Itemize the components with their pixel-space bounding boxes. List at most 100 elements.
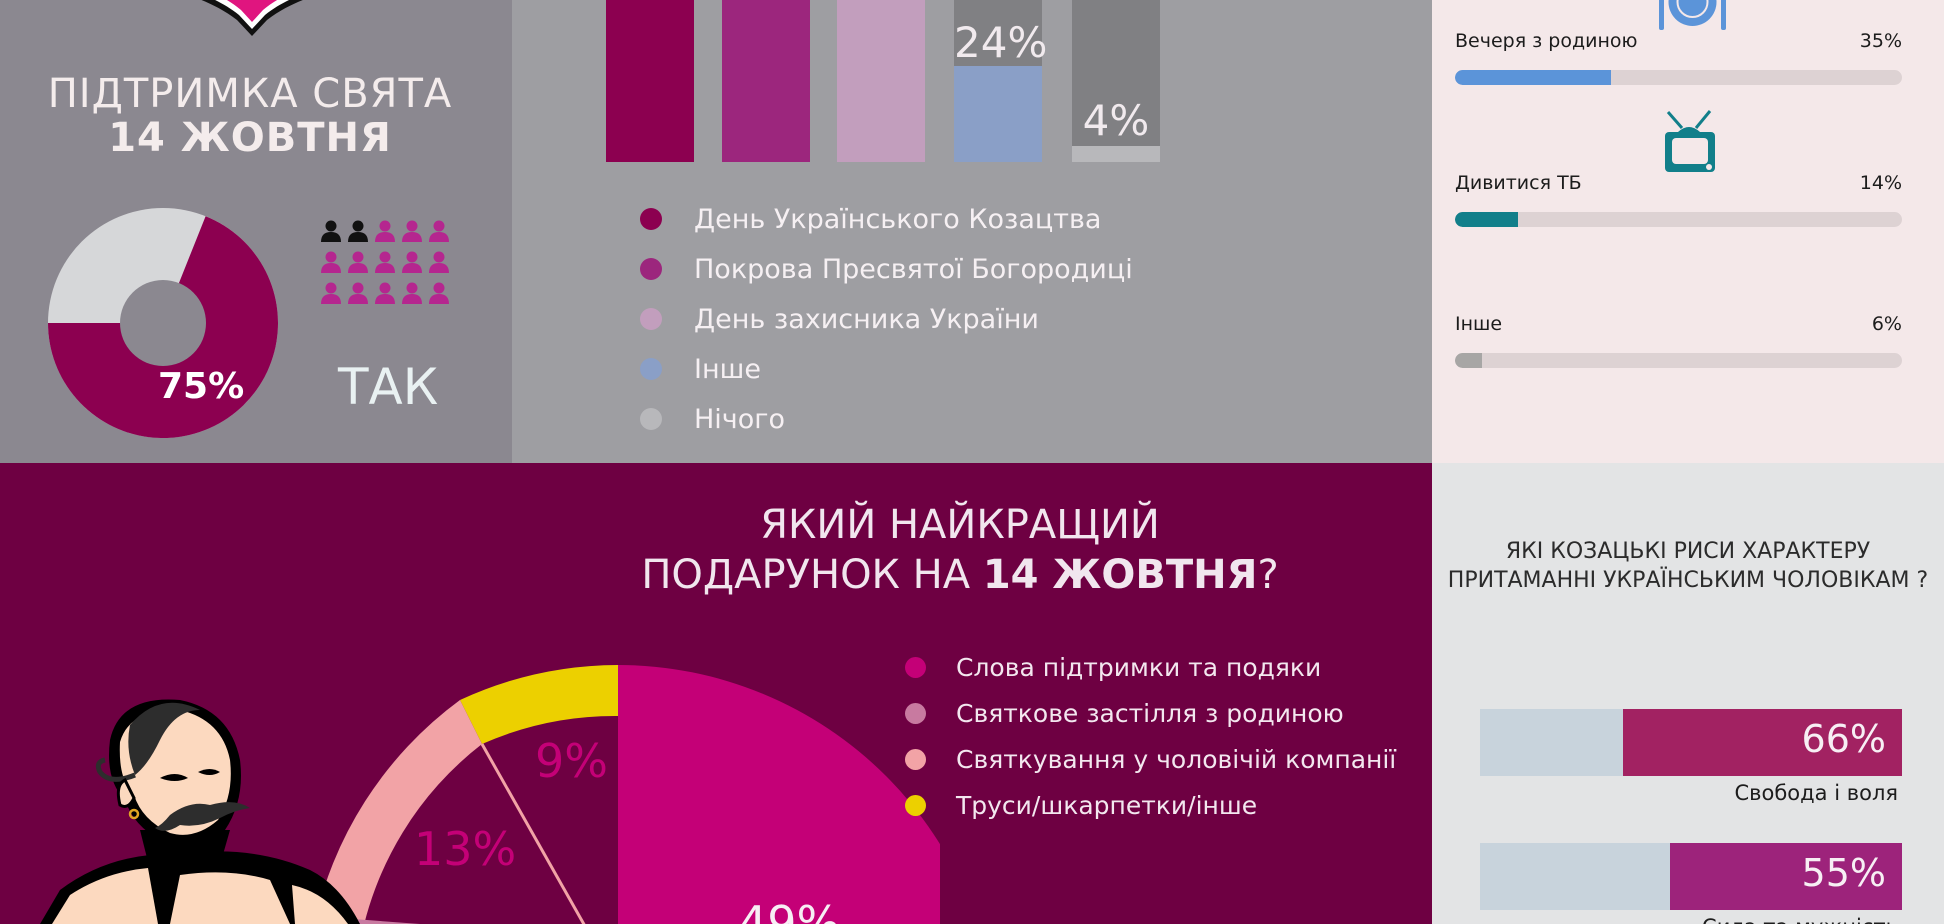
activity-label: Інше [1455, 313, 1503, 335]
gift-slice-label-main: 49% [738, 896, 841, 924]
activity-row-dinner: Вечеря з родиною 35% [1455, 30, 1902, 85]
activity-label: Вечеря з родиною [1455, 30, 1638, 52]
bar-nothing-label: 4% [1082, 96, 1150, 145]
gift-legend: Слова підтримки та подяки Святкове засті… [905, 644, 1396, 828]
activity-progress-fill [1455, 70, 1612, 85]
person-icon [375, 251, 395, 273]
gift-title: ЯКИЙ НАЙКРАЩИЙ ПОДАРУНОК НА 14 ЖОВТНЯ? [560, 500, 1360, 600]
person-icon [321, 251, 341, 273]
trait-label: Свобода і воля [1734, 781, 1898, 805]
traits-title-line1: ЯКІ КОЗАЦЬКІ РИСИ ХАРАКТЕРУ [1505, 539, 1871, 564]
person-icon [429, 251, 449, 273]
legend-label: Нічого [694, 403, 785, 435]
legend-label: Слова підтримки та подяки [956, 652, 1322, 682]
person-icon [375, 220, 395, 242]
activity-progress-track [1455, 70, 1902, 85]
legend-item: Інше [640, 344, 1133, 394]
legend-dot-icon [905, 656, 926, 678]
cossack-illustration-icon [40, 699, 360, 924]
trait-row-freedom: 66% Свобода і воля [1480, 709, 1902, 805]
legend-label: Покрова Пресвятої Богородиці [694, 253, 1133, 285]
legend-dot-icon [905, 702, 926, 724]
bar-other-label: 24% [954, 18, 1048, 67]
gift-title-line1: ЯКИЙ НАЙКРАЩИЙ [760, 502, 1160, 548]
activity-progress-track [1455, 212, 1902, 227]
person-icon [402, 282, 422, 304]
legend-label: Інше [694, 353, 761, 385]
bar-pokrova [722, 0, 810, 162]
activity-label: Дивитися ТБ [1455, 172, 1582, 194]
person-icon [402, 251, 422, 273]
activity-progress-track [1455, 353, 1902, 368]
legend-item: День захисника України [640, 294, 1133, 344]
activity-value: 14% [1859, 172, 1902, 194]
legend-item: Слова підтримки та подяки [905, 644, 1396, 690]
bar-nothing-track [1072, 0, 1160, 162]
support-percentage: 75% [158, 366, 245, 407]
activity-value: 6% [1871, 313, 1902, 335]
bar-nothing [1072, 146, 1160, 162]
trait-row-strength: 55% Сила та мужність [1480, 843, 1902, 924]
person-icon [348, 282, 368, 304]
legend-dot-icon [640, 308, 662, 330]
bar-other [954, 66, 1042, 162]
legend-item: Святкування у чоловічій компанії [905, 736, 1396, 782]
bar-defender-day [837, 0, 925, 162]
gift-title-line2: ПОДАРУНОК НА 14 ЖОВТНЯ? [560, 550, 1360, 600]
gift-title-bold: 14 ЖОВТНЯ [982, 552, 1258, 598]
support-title: ПІДТРИМКА СВЯТА 14 ЖОВТНЯ [0, 72, 500, 160]
activity-value: 35% [1859, 30, 1902, 52]
support-answer-label: ТАК [338, 358, 439, 416]
activity-progress-fill [1455, 353, 1482, 368]
legend-label: День захисника України [694, 303, 1039, 335]
gift-title-prefix: ПОДАРУНОК НА [641, 552, 983, 598]
activity-row-other: Інше 6% [1455, 313, 1902, 368]
person-icon [321, 282, 341, 304]
legend-item: Святкове застілля з родиною [905, 690, 1396, 736]
gift-pie-chart [314, 665, 940, 924]
legend-item: Нічого [640, 394, 1133, 444]
person-icon [321, 220, 341, 242]
support-title-line1: ПІДТРИМКА СВЯТА [47, 71, 453, 117]
gift-title-suffix: ? [1257, 552, 1279, 598]
cossack-badge-icon [201, 0, 303, 36]
gift-slice-label-men-company: 13% [414, 822, 517, 876]
person-icon [429, 220, 449, 242]
activity-row-tv: Дивитися ТБ 14% [1455, 172, 1902, 227]
traits-title: ЯКІ КОЗАЦЬКІ РИСИ ХАРАКТЕРУ ПРИТАМАННІ У… [1432, 537, 1944, 595]
person-icon [348, 251, 368, 273]
legend-label: Труси/шкарпетки/інше [956, 790, 1258, 820]
legend-item: Покрова Пресвятої Богородиці [640, 244, 1133, 294]
legend-dot-icon [640, 408, 662, 430]
legend-dot-icon [640, 208, 662, 230]
trait-label: Сила та мужність [1480, 915, 1902, 924]
trait-bar-track: 55% [1480, 843, 1902, 910]
person-icon [348, 220, 368, 242]
dinner-plate-icon [1659, 0, 1726, 30]
tv-icon [1665, 110, 1715, 172]
legend-dot-icon [640, 258, 662, 280]
legend-dot-icon [905, 794, 926, 816]
people-icon-grid [320, 220, 455, 313]
holiday-bar-chart: 24% 4% [606, 0, 1166, 162]
trait-value: 55% [1801, 851, 1886, 895]
person-icon [375, 282, 395, 304]
support-donut-chart [48, 208, 278, 438]
trait-bar-track: 66% [1480, 709, 1902, 776]
legend-dot-icon [640, 358, 662, 380]
trait-bar-fill [1623, 709, 1902, 776]
holiday-legend: День Українського Козацтва Покрова Пресв… [640, 194, 1133, 444]
legend-item: Труси/шкарпетки/інше [905, 782, 1396, 828]
trait-value: 66% [1801, 717, 1886, 761]
legend-label: Святкування у чоловічій компанії [956, 744, 1397, 774]
legend-dot-icon [905, 748, 926, 770]
trait-bar-fill [1669, 843, 1902, 910]
activity-progress-fill [1455, 212, 1518, 227]
traits-title-line2: ПРИТАМАННІ УКРАЇНСЬКИМ ЧОЛОВІКАМ ? [1447, 568, 1929, 593]
support-title-line2: 14 ЖОВТНЯ [108, 115, 392, 161]
person-icon [429, 282, 449, 304]
gift-slice-label-underwear: 9% [535, 734, 608, 788]
legend-label: Святкове застілля з родиною [956, 698, 1344, 728]
legend-label: День Українського Козацтва [694, 203, 1102, 235]
legend-item: День Українського Козацтва [640, 194, 1133, 244]
